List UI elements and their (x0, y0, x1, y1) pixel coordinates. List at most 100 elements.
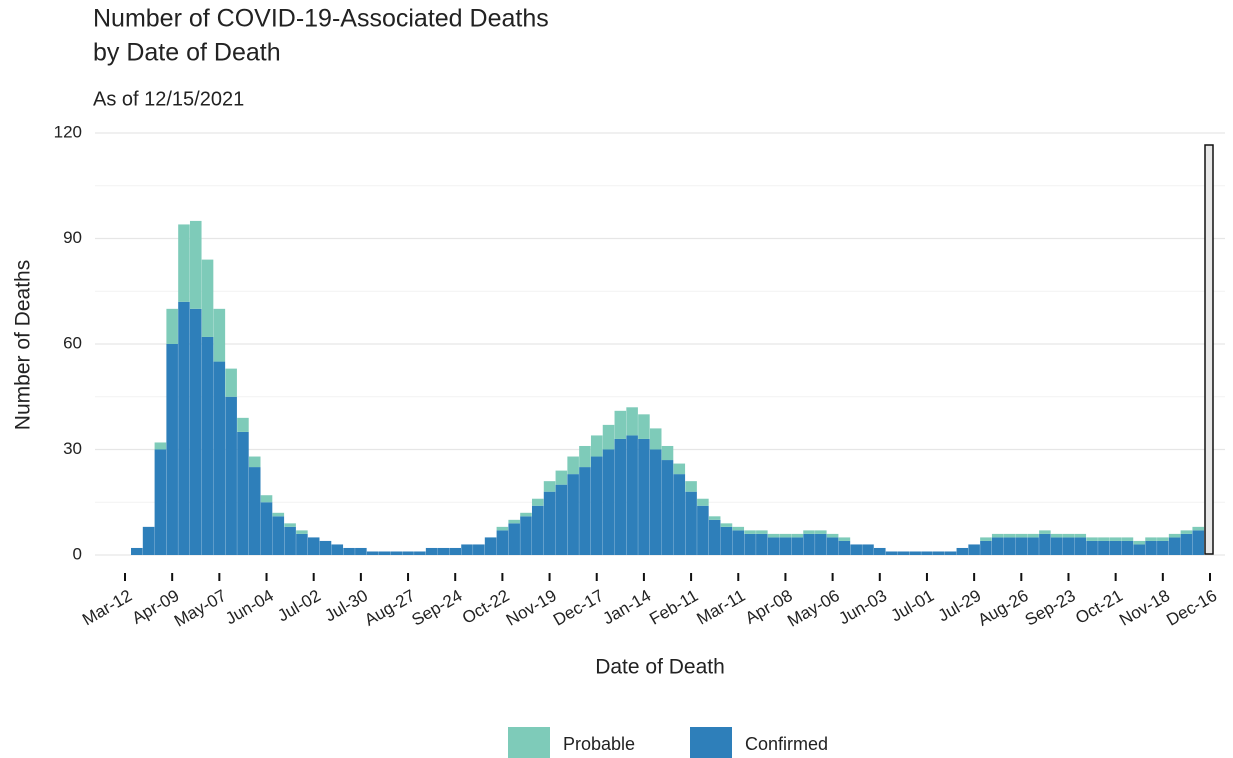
bar-segment (1062, 537, 1075, 555)
bar-segment (260, 502, 273, 555)
bar-segment (944, 551, 957, 555)
bar-segment (1192, 530, 1204, 555)
bar-segment (1003, 537, 1016, 555)
bar-segment (355, 547, 367, 555)
bar-segment (201, 336, 214, 555)
bar-segment (201, 259, 214, 337)
bar-segment (826, 533, 839, 538)
bar-segment (1074, 533, 1087, 538)
x-tick-label: Feb-11 (646, 586, 701, 629)
bar-segment (154, 449, 167, 555)
x-tick-label: Sep-24 (408, 586, 465, 630)
x-tick-label: Jun-03 (836, 586, 891, 628)
bar-segment (649, 428, 662, 450)
bar-segment (626, 407, 638, 436)
bar-segment (343, 547, 355, 555)
bar-segment (166, 308, 178, 344)
bar-segment (767, 537, 780, 555)
x-tick-label: Mar-11 (693, 586, 748, 629)
bar-segment (402, 551, 414, 555)
bar-segment (579, 467, 591, 555)
bar-segment (1109, 540, 1122, 555)
x-tick-label: Nov-18 (1116, 586, 1173, 630)
bar-segment (673, 463, 686, 475)
bar-segment (1027, 537, 1039, 555)
bar-segment (638, 438, 650, 555)
x-tick-label: Jul-02 (274, 586, 324, 626)
bar-segment (1145, 540, 1157, 555)
bar-segment (1015, 533, 1028, 538)
bar-segment (921, 551, 933, 555)
x-tick-label: Jan-14 (600, 586, 655, 628)
x-tick-label: May-06 (784, 586, 843, 631)
bar-segment (296, 533, 308, 555)
bar-segment (142, 526, 155, 555)
bar-segment (791, 533, 804, 538)
bar-segment (1039, 530, 1051, 534)
bar-segment (378, 551, 391, 555)
bar-segment (1098, 537, 1110, 541)
bar-segment (248, 467, 261, 555)
bar-segment (1133, 544, 1146, 555)
hover-highlight (1204, 144, 1214, 555)
bar-segment (213, 308, 226, 362)
bar-segment (131, 547, 143, 555)
bar-segment (756, 530, 768, 534)
bar-segment (874, 547, 886, 555)
bar-segment (649, 449, 662, 555)
bar-segment (496, 526, 509, 531)
bar-segment (626, 435, 638, 555)
bar-segment (590, 456, 603, 555)
bar-segment (685, 481, 697, 492)
bar-segment (1180, 533, 1193, 555)
bar-segment (555, 484, 568, 555)
chart-subtitle: As of 12/15/2021 (93, 88, 244, 110)
bar-segment (508, 523, 520, 555)
bar-segment (319, 540, 332, 555)
bar-segment (225, 396, 237, 555)
x-tick-label: Jul-30 (322, 586, 372, 626)
bar-segment (661, 460, 674, 555)
bar-segment (1145, 537, 1157, 541)
y-axis-title: Number of Deaths (12, 260, 35, 430)
bar-segment (767, 533, 780, 538)
bar-segment (602, 449, 615, 555)
bar-segment (791, 537, 804, 555)
bar-segment (826, 537, 839, 555)
bar-segment (803, 530, 815, 534)
bar-segment (1039, 533, 1051, 555)
bar-segment (449, 547, 461, 555)
bar-segment (991, 537, 1004, 555)
bar-segment (1180, 530, 1193, 534)
x-tick-label: Mar-12 (79, 586, 135, 629)
bar-segment (272, 512, 285, 517)
bar-segment (909, 551, 921, 555)
bar-segment (1015, 537, 1028, 555)
bar-segment (1086, 540, 1098, 555)
bar-segment (284, 523, 296, 527)
bar-segment (885, 551, 898, 555)
bar-segment (543, 491, 556, 555)
x-tick-label: Nov-19 (503, 586, 560, 630)
chart-title: by Date of Death (93, 39, 281, 67)
bar-segment (815, 530, 827, 534)
bar-segment (425, 547, 438, 555)
bar-segment (1098, 540, 1110, 555)
legend-label: Probable (563, 734, 635, 754)
bar-segment (272, 516, 285, 555)
y-tick-label: 120 (54, 122, 82, 141)
bar-segment (1133, 540, 1146, 545)
chart-title: Number of COVID-19-Associated Deaths (93, 5, 549, 33)
bar-segment (980, 540, 992, 555)
bar-segment (1074, 537, 1087, 555)
bar-segment (1157, 537, 1169, 541)
bar-segment (779, 533, 792, 538)
bar-segment (178, 301, 190, 555)
bar-segment (1027, 533, 1039, 538)
bar-segment (1109, 537, 1122, 541)
bar-segment (744, 533, 756, 555)
bar-segment (744, 530, 756, 534)
bar-segment (473, 544, 485, 555)
bar-segment (732, 530, 745, 555)
